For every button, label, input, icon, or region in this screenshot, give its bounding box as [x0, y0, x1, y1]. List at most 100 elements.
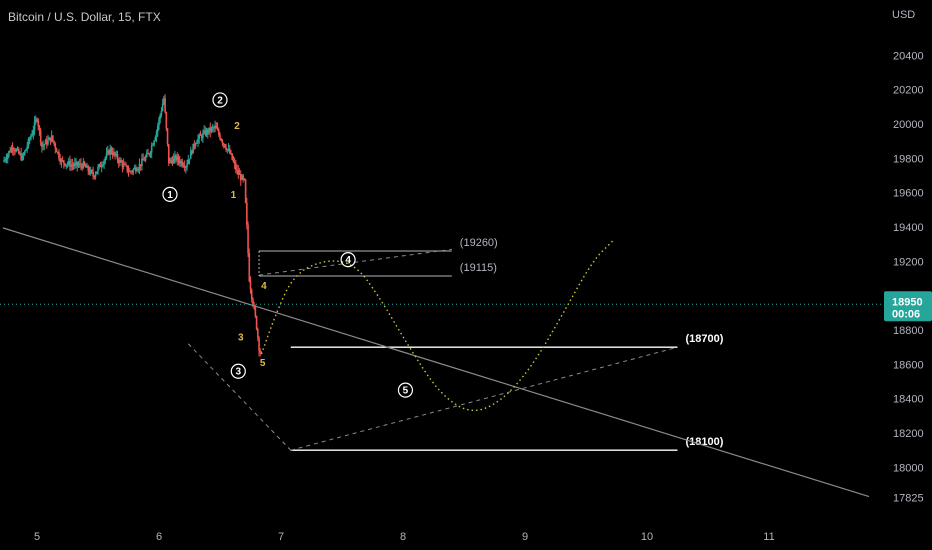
candle-body: [165, 112, 168, 129]
candle-body: [100, 165, 103, 168]
candle-body: [49, 137, 52, 142]
candle-body: [254, 306, 257, 317]
price-tag-box: [884, 291, 932, 322]
candle-body: [119, 160, 121, 163]
candle-body: [114, 152, 116, 156]
candle-body: [169, 159, 171, 164]
candle-body: [166, 128, 169, 145]
candle-body: [238, 174, 241, 176]
candle-body: [122, 163, 125, 167]
x-tick-label: 11: [763, 531, 774, 543]
level-label: (18700): [686, 333, 724, 345]
candle-body: [80, 163, 82, 166]
candle-body: [216, 128, 219, 131]
candle-body: [69, 161, 71, 167]
candle-body: [139, 164, 142, 166]
candle-body: [102, 164, 104, 166]
candle-body: [19, 153, 21, 155]
candle-body: [43, 144, 46, 146]
candle-body: [189, 150, 192, 159]
candle-body: [163, 98, 165, 104]
candle-body: [203, 130, 205, 133]
candle-body: [56, 151, 59, 153]
candle-body: [59, 158, 61, 163]
candle-body: [54, 143, 57, 149]
candle-body: [247, 224, 249, 253]
x-tick-label: 5: [34, 531, 40, 543]
candle-body: [21, 155, 24, 160]
candle-body: [31, 134, 33, 137]
candle-body: [22, 154, 25, 156]
wave-label: 2: [217, 95, 223, 106]
x-axis[interactable]: 5 6 7 8 9 10 11: [34, 531, 775, 543]
y-tick-label: 18600: [893, 359, 924, 371]
candle-body: [77, 164, 80, 166]
candle-body: [89, 170, 92, 174]
candle-body: [214, 125, 216, 128]
candle-body: [48, 137, 50, 140]
candle-body: [225, 147, 227, 150]
candle-body: [14, 150, 16, 152]
candle-body: [99, 164, 102, 168]
candle-body: [83, 161, 86, 166]
candle-body: [221, 140, 224, 144]
candle-body: [106, 150, 109, 153]
candle-body: [200, 135, 203, 139]
candle-body: [32, 130, 35, 135]
candle-body: [156, 125, 159, 132]
candle-body: [242, 175, 244, 179]
candle-body: [137, 168, 140, 171]
candle-body: [255, 316, 258, 330]
candle-body: [149, 152, 152, 155]
candle-body: [194, 143, 197, 147]
candle-body: [257, 329, 259, 338]
candle-body: [224, 144, 226, 148]
trend-line: [2, 227, 870, 498]
wave-circle: [397, 382, 414, 398]
candle-body: [8, 151, 10, 155]
y-tick-label: 20000: [893, 119, 924, 131]
candle-body: [103, 160, 105, 165]
candle-body: [185, 166, 187, 168]
candle-body: [180, 161, 182, 164]
y-tick-label: 19600: [893, 188, 924, 200]
candle-body: [74, 163, 76, 166]
candle-body: [211, 127, 214, 129]
candle-body: [152, 144, 154, 146]
level-lines: (19260) (19115) (18700) (18100): [259, 237, 724, 451]
candle-body: [76, 161, 79, 166]
candle-body: [97, 166, 99, 172]
candle-body: [142, 158, 144, 161]
candle-body: [116, 154, 119, 160]
candle-body: [82, 161, 85, 169]
wave-sublabel: 3: [238, 332, 244, 343]
wave-circle: [230, 363, 246, 379]
candle-body: [150, 145, 153, 153]
candle-body: [125, 164, 127, 166]
candle-body: [235, 163, 237, 170]
candle-body: [135, 167, 137, 172]
candle-body: [170, 159, 172, 161]
candle-body: [87, 165, 90, 172]
candle-body: [93, 176, 96, 178]
level-label: (19115): [460, 262, 497, 274]
y-tick-label: 19200: [893, 256, 924, 268]
y-tick-label: 20400: [893, 50, 924, 62]
wave-sublabel: 5: [260, 358, 266, 369]
candle-body: [231, 153, 233, 160]
candle-body: [92, 171, 94, 177]
candle-body: [191, 150, 193, 154]
candle-body: [41, 142, 43, 147]
wave-sublabel: 2: [234, 121, 240, 132]
candle-body: [109, 148, 111, 155]
trend-lines: [2, 227, 870, 498]
wave-label: 3: [236, 367, 242, 378]
y-axis[interactable]: 2040020200200001980019600194001920019000…: [893, 50, 924, 504]
candle-body: [16, 148, 19, 150]
wave-circle: [212, 92, 228, 108]
candle-body: [183, 166, 186, 168]
candle-body: [147, 153, 149, 155]
candle-body: [37, 120, 40, 127]
